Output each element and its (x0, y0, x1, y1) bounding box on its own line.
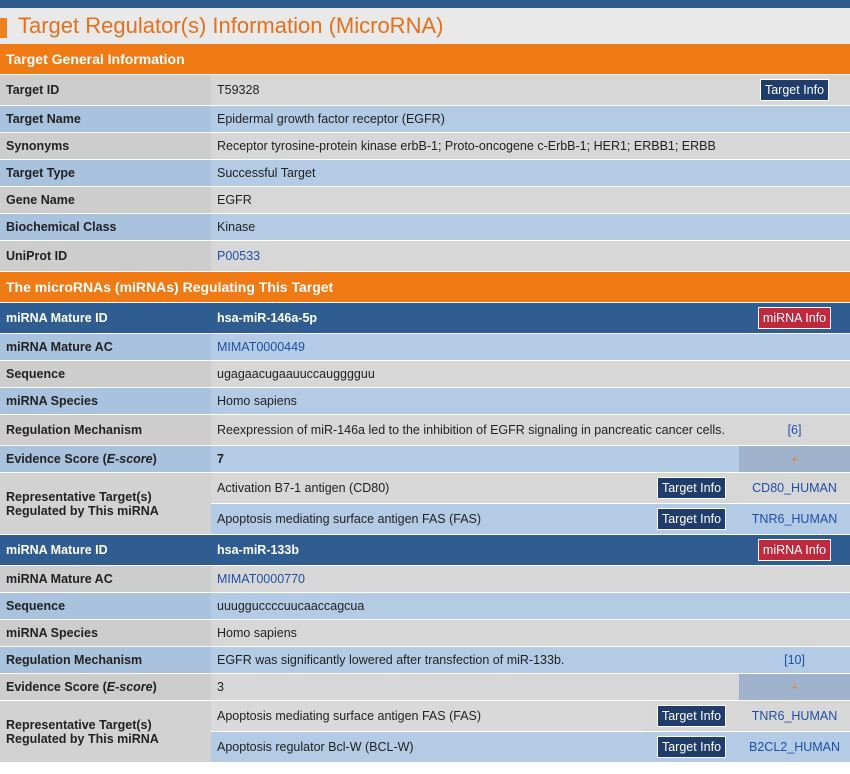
row-evidence-score: Evidence Score (E-score) 3 + (0, 673, 850, 701)
section-general: Target General Information (0, 44, 850, 75)
row-label: Target Type (0, 159, 211, 187)
page-header: Target Regulator(s) Information (MicroRN… (0, 8, 850, 44)
evidence-score-value: 3 (211, 673, 739, 701)
row-target-type: Target Type Successful Target (0, 159, 850, 187)
row-value: Successful Target (211, 159, 850, 187)
row-sequence: Sequence ugagaacugaauuccaugggguu (0, 360, 850, 388)
rep-target-name: Activation B7-1 antigen (CD80) (211, 472, 644, 504)
target-info-button[interactable]: Target Info (656, 477, 727, 499)
row-label: Evidence Score (E-score) (0, 673, 211, 701)
row-synonyms: Synonyms Receptor tyrosine-protein kinas… (0, 132, 850, 160)
mirna-mature-id: hsa-miR-133b (211, 534, 739, 566)
row-label: Representative Target(s) Regulated by Th… (0, 472, 211, 535)
mirna-info-button[interactable]: miRNA Info (757, 307, 832, 329)
row-value: ugagaacugaauuccaugggguu (211, 360, 850, 388)
target-info-button[interactable]: Target Info (656, 736, 727, 758)
row-label: Sequence (0, 592, 211, 620)
page-title: Target Regulator(s) Information (MicroRN… (18, 13, 444, 38)
row-mechanism: Regulation Mechanism EGFR was significan… (0, 646, 850, 674)
row-mature-ac: miRNA Mature AC MIMAT0000770 (0, 565, 850, 593)
title-accent (0, 18, 7, 38)
row-label: Gene Name (0, 186, 211, 214)
target-info-button[interactable]: Target Info (656, 508, 727, 530)
rep-target-name: Apoptosis mediating surface antigen FAS … (211, 700, 644, 732)
row-value: Homo sapiens (211, 387, 850, 415)
target-info-button[interactable]: Target Info (656, 705, 727, 727)
rep-target-row: Apoptosis mediating surface antigen FAS … (0, 503, 850, 535)
row-value: EGFR was significantly lowered after tra… (211, 646, 739, 674)
info-table: Target General Information Target ID T59… (0, 44, 850, 763)
row-value: Homo sapiens (211, 619, 850, 647)
row-biochemical-class: Biochemical Class Kinase (0, 213, 850, 241)
section-title: The microRNAs (miRNAs) Regulating This T… (0, 271, 850, 303)
rep-target-name: Apoptosis mediating surface antigen FAS … (211, 503, 644, 535)
row-label: miRNA Mature AC (0, 565, 211, 593)
evidence-score-value: 7 (211, 445, 739, 473)
row-label: miRNA Mature ID (0, 302, 211, 334)
row-label: UniProt ID (0, 240, 211, 272)
row-label: miRNA Species (0, 619, 211, 647)
uniprot-link[interactable]: P00533 (217, 249, 261, 263)
row-label: Regulation Mechanism (0, 646, 211, 674)
row-species: miRNA Species Homo sapiens (0, 387, 850, 415)
row-label: Representative Target(s) Regulated by Th… (0, 700, 211, 763)
mirna-info-button[interactable]: miRNA Info (757, 539, 832, 561)
rep-target-row: Representative Target(s) Regulated by Th… (0, 700, 850, 763)
row-gene-name: Gene Name EGFR (0, 186, 850, 214)
expand-icon[interactable]: + (791, 454, 798, 466)
row-value: uuugguccccuucaaccagcua (211, 592, 850, 620)
uniprot-link[interactable]: TNR6_HUMAN (751, 512, 838, 526)
target-info-button[interactable]: Target Info (759, 79, 830, 101)
row-uniprot-id: UniProt ID P00533 (0, 240, 850, 272)
row-label: Regulation Mechanism (0, 414, 211, 446)
row-label: miRNA Mature AC (0, 333, 211, 361)
mirna-header-row: miRNA Mature ID hsa-miR-133b miRNA Info (0, 534, 850, 566)
row-mature-ac: miRNA Mature AC MIMAT0000449 (0, 333, 850, 361)
uniprot-link[interactable]: B2CL2_HUMAN (749, 740, 841, 754)
mature-ac-link[interactable]: MIMAT0000449 (217, 340, 306, 354)
row-label: Sequence (0, 360, 211, 388)
row-label: Synonyms (0, 132, 211, 160)
row-value: EGFR (211, 186, 850, 214)
section-mirnas: The microRNAs (miRNAs) Regulating This T… (0, 271, 850, 303)
row-target-name: Target Name Epidermal growth factor rece… (0, 105, 850, 133)
row-label: miRNA Species (0, 387, 211, 415)
row-label: Target Name (0, 105, 211, 133)
row-label: Evidence Score (E-score) (0, 445, 211, 473)
mirna-mature-id: hsa-miR-146a-5p (211, 302, 739, 334)
mature-ac-link[interactable]: MIMAT0000770 (217, 572, 306, 586)
row-target-id: Target ID T59328 Target Info (0, 74, 850, 106)
row-species: miRNA Species Homo sapiens (0, 619, 850, 647)
row-value: Reexpression of miR-146a led to the inhi… (211, 414, 739, 446)
reference-link[interactable]: [6] (787, 423, 802, 437)
row-mechanism: Regulation Mechanism Reexpression of miR… (0, 414, 850, 446)
expand-icon[interactable]: + (791, 682, 798, 694)
row-label: Target ID (0, 74, 211, 106)
section-title: Target General Information (0, 44, 850, 75)
row-label: Biochemical Class (0, 213, 211, 241)
rep-target-row: Representative Target(s) Regulated by Th… (0, 472, 850, 535)
row-value: Receptor tyrosine-protein kinase erbB-1;… (211, 132, 850, 160)
reference-link[interactable]: [10] (784, 653, 805, 667)
top-bar (0, 0, 850, 8)
mirna-header-row: miRNA Mature ID hsa-miR-146a-5p miRNA In… (0, 302, 850, 334)
row-evidence-score: Evidence Score (E-score) 7 + (0, 445, 850, 473)
target-id-value: T59328 (211, 74, 739, 106)
uniprot-link[interactable]: TNR6_HUMAN (751, 709, 838, 723)
row-label: miRNA Mature ID (0, 534, 211, 566)
uniprot-link[interactable]: CD80_HUMAN (752, 481, 837, 495)
row-value: Kinase (211, 213, 850, 241)
rep-target-row: Apoptosis regulator Bcl-W (BCL-W) Target… (0, 731, 850, 763)
rep-target-name: Apoptosis regulator Bcl-W (BCL-W) (211, 731, 644, 763)
row-value: Epidermal growth factor receptor (EGFR) (211, 105, 850, 133)
row-sequence: Sequence uuugguccccuucaaccagcua (0, 592, 850, 620)
